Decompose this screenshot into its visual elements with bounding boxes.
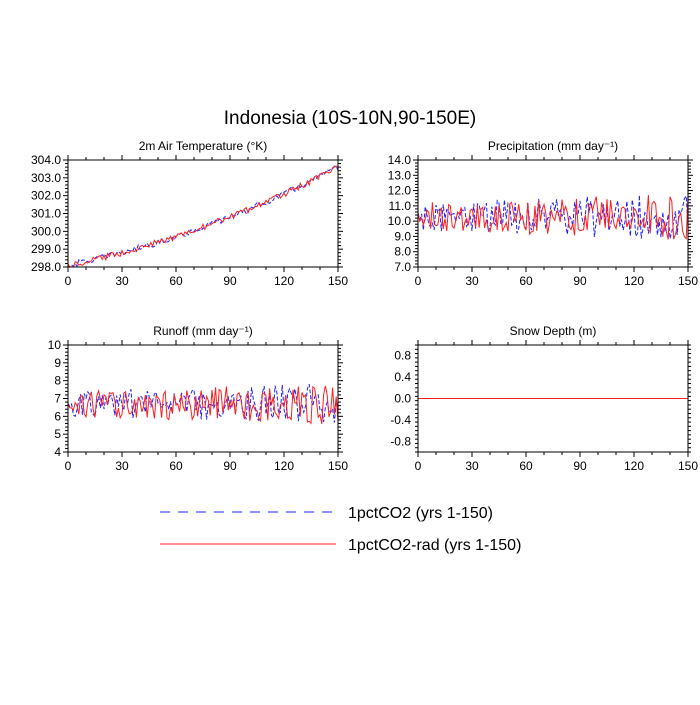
x-tick-label: 30 xyxy=(115,459,129,473)
y-tick-label: 0.4 xyxy=(394,370,411,384)
panel-title-air-temperature: 2m Air Temperature (°K) xyxy=(139,139,268,153)
x-tick-label: 0 xyxy=(415,459,422,473)
x-tick-label: 120 xyxy=(624,459,644,473)
x-tick-label: 150 xyxy=(678,459,698,473)
y-tick-label: 12.0 xyxy=(388,184,412,198)
series-line-1pctco2-rad xyxy=(418,194,688,240)
x-tick-label: 90 xyxy=(223,274,237,288)
x-tick-label: 150 xyxy=(678,274,698,288)
y-tick-label: 298.0 xyxy=(31,260,61,274)
x-tick-label: 120 xyxy=(274,274,294,288)
panel-precipitation: Precipitation (mm day⁻¹) 0 30 60 90 120 150 7.0… xyxy=(388,139,699,288)
x-tick-label: 0 xyxy=(415,274,422,288)
x-tick-label: 120 xyxy=(274,459,294,473)
panel-title-precipitation: Precipitation (mm day⁻¹) xyxy=(488,139,618,153)
y-tick-label: 14.0 xyxy=(388,153,412,167)
panel-title-snow-depth: Snow Depth (m) xyxy=(510,324,597,338)
x-tick-label: 0 xyxy=(65,459,72,473)
x-tick-label: 60 xyxy=(169,274,183,288)
y-tick-label: 0.8 xyxy=(394,349,411,363)
y-tick-label: 301.0 xyxy=(31,207,61,221)
x-tick-label: 120 xyxy=(624,274,644,288)
y-tick-label: 7 xyxy=(54,392,61,406)
plot-frame xyxy=(417,159,689,268)
x-tick-label: 90 xyxy=(223,459,237,473)
series-line-1pctco2 xyxy=(68,165,338,267)
y-tick-label: 10.0 xyxy=(388,214,412,228)
panel-runoff: Runoff (mm day⁻¹) 0 30 60 90 120 150 4 5 6 7 8 9 10 xyxy=(48,324,349,473)
x-tick-label: 30 xyxy=(465,274,479,288)
y-tick-label: -0.4 xyxy=(390,413,411,427)
y-tick-label: 11.0 xyxy=(389,199,412,213)
y-tick-label: 304.0 xyxy=(31,153,61,167)
y-tick-label: 299.0 xyxy=(31,242,61,256)
x-tick-label: 150 xyxy=(328,459,348,473)
y-tick-label: 300.0 xyxy=(31,224,61,238)
y-tick-label: 9 xyxy=(54,356,61,370)
series-line-1pctco2-rad xyxy=(68,385,338,425)
plot-frame xyxy=(417,344,689,453)
y-tick-label: 4 xyxy=(54,445,61,459)
y-tick-label: 7.0 xyxy=(394,260,411,274)
x-tick-label: 150 xyxy=(328,274,348,288)
y-tick-label: 9.0 xyxy=(394,229,411,243)
panel-title-runoff: Runoff (mm day⁻¹) xyxy=(153,324,252,338)
y-tick-label: 13.0 xyxy=(388,168,412,182)
y-tick-label: -0.8 xyxy=(390,434,411,448)
y-tick-label: 302.0 xyxy=(31,189,61,203)
x-tick-label: 30 xyxy=(115,274,129,288)
x-tick-label: 30 xyxy=(465,459,479,473)
x-tick-label: 0 xyxy=(65,274,72,288)
x-tick-label: 60 xyxy=(519,459,533,473)
y-tick-label: 6 xyxy=(54,409,61,423)
x-tick-label: 90 xyxy=(573,274,587,288)
series-line-1pctco2-rad xyxy=(68,165,338,267)
panel-air-temperature: 2m Air Temperature (°K) 0 30 60 90 120 150 298.… xyxy=(31,139,348,288)
plot-frame xyxy=(67,159,339,268)
legend-label-1pctco2-rad: 1pctCO2-rad (yrs 1-150) xyxy=(348,537,521,554)
x-tick-label: 60 xyxy=(519,274,533,288)
legend: 1pctCO2 (yrs 1-150) 1pctCO2-rad (yrs 1-1… xyxy=(160,505,521,554)
y-tick-label: 8 xyxy=(54,374,61,388)
figure-title: Indonesia (10S-10N,90-150E) xyxy=(224,108,476,129)
y-tick-label: 10 xyxy=(48,338,62,352)
y-tick-label: 0.0 xyxy=(394,392,411,406)
series-line-1pctco2 xyxy=(418,194,688,239)
panel-snow-depth: Snow Depth (m) 0 30 60 90 120 150 -0.8 -0.4 0.0 0.… xyxy=(390,324,698,473)
y-tick-label: 8.0 xyxy=(394,245,411,259)
y-tick-label: 303.0 xyxy=(31,171,61,185)
legend-label-1pctco2: 1pctCO2 (yrs 1-150) xyxy=(348,505,493,522)
x-tick-label: 90 xyxy=(573,459,587,473)
y-tick-label: 5 xyxy=(54,427,61,441)
x-tick-label: 60 xyxy=(169,459,183,473)
